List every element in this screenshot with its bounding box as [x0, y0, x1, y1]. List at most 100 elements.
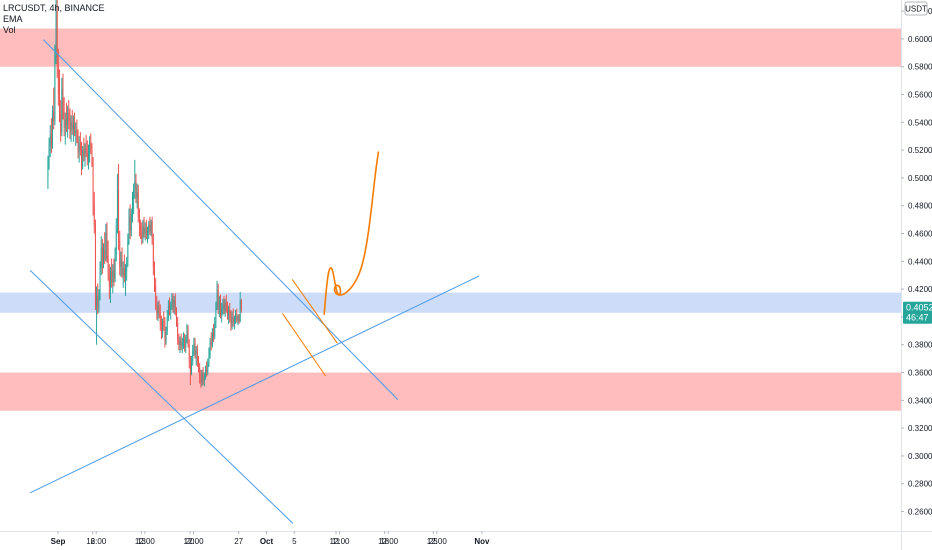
candle-body-54 [110, 272, 111, 287]
candle-body-69 [127, 240, 129, 262]
candle-body-26 [77, 140, 79, 152]
candle-body-133 [201, 373, 203, 383]
y-tick-label-7: 0.4800 [908, 202, 932, 211]
candle-body-22 [72, 125, 74, 130]
x-tick-label-15: 12:00 [427, 537, 448, 546]
symbol-title[interactable]: LRCUSDT, 4h, BINANCE [3, 3, 105, 13]
candle-body-82 [142, 226, 144, 240]
candle-body-40 [93, 202, 95, 227]
candles-layer [47, 0, 242, 388]
candle-body-88 [149, 225, 151, 231]
candle-body-163 [236, 315, 238, 320]
y-tick-label-10: 0.4200 [908, 285, 932, 294]
candle-body-137 [206, 369, 208, 373]
candle-body-132 [200, 378, 202, 383]
candle-body-65 [122, 268, 124, 276]
candle-body-76 [135, 180, 137, 198]
candle-body-16 [66, 119, 67, 126]
candle-body-146 [216, 289, 218, 306]
trendline-1 [29, 270, 294, 524]
candle-body-166 [239, 300, 241, 322]
channel-line-0 [291, 279, 338, 344]
candle-body-79 [138, 216, 140, 227]
bar-countdown: 46:47 [906, 313, 929, 323]
candle-body-45 [99, 268, 101, 295]
candle-body-119 [185, 337, 187, 348]
candle-body-8 [56, 11, 58, 67]
x-tick-label-8: Oct [260, 537, 274, 546]
candle-body-57 [113, 269, 115, 279]
candle-body-77 [136, 191, 138, 198]
candle-body-92 [154, 266, 155, 287]
candle-body-4 [52, 111, 53, 145]
candle-body-148 [218, 300, 220, 310]
chart-legend: LRCUSDT, 4h, BINANCE EMA Vol [3, 3, 105, 36]
current-price-value: 0.4052 [906, 303, 932, 313]
x-tick-label-16: Nov [474, 537, 490, 546]
candle-body-53 [108, 275, 110, 287]
candle-body-37 [90, 141, 92, 149]
x-tick-label-10: 11 [332, 537, 341, 546]
candle-body-103 [166, 316, 168, 331]
candle-body-59 [115, 226, 117, 255]
candle-body-18 [68, 112, 70, 121]
y-tick-label-3: 0.5600 [908, 91, 932, 100]
y-tick-label-6: 0.5000 [908, 174, 932, 183]
candle-body-62 [119, 240, 121, 267]
candle-body-93 [155, 286, 157, 306]
candle-body-149 [220, 300, 221, 315]
candle-body-89 [150, 222, 152, 231]
candle-body-7 [55, 11, 57, 56]
candle-body-158 [230, 318, 232, 326]
candle-body-147 [217, 289, 219, 310]
candle-body-56 [112, 269, 114, 283]
candle-body-138 [207, 362, 209, 373]
candle-body-87 [148, 225, 150, 233]
candle-body-150 [221, 308, 223, 315]
y-tick-label-5: 0.5200 [908, 146, 932, 155]
current-zone-1 [0, 292, 901, 313]
candle-body-134 [202, 373, 204, 381]
x-tick-label-2: 12:00 [86, 537, 107, 546]
volume-indicator-label[interactable]: Vol [3, 25, 16, 35]
candle-body-6 [54, 55, 56, 121]
y-tick-label-1: 0.6000 [908, 35, 932, 44]
candle-body-106 [170, 304, 172, 310]
candle-body-95 [157, 307, 159, 315]
candle-body-48 [103, 250, 104, 262]
y-tick-label-15: 0.3200 [908, 424, 932, 433]
candle-body-144 [214, 322, 216, 337]
candle-body-124 [191, 361, 192, 373]
candle-body-128 [195, 350, 197, 355]
candle-body-35 [88, 151, 89, 160]
x-tick-label-14: 25 [429, 537, 438, 546]
candle-body-86 [147, 232, 148, 235]
channel-line-1 [282, 313, 326, 377]
candle-body-84 [144, 227, 146, 234]
candle-body-27 [78, 143, 80, 152]
current-price-tag: 0.4052 46:47 [903, 301, 932, 324]
ema-indicator-label[interactable]: EMA [3, 14, 23, 24]
x-tick-label-7: 27 [234, 537, 243, 546]
candle-body-52 [107, 255, 109, 276]
candle-body-78 [137, 191, 139, 217]
candle-body-90 [151, 222, 153, 240]
candle-body-44 [98, 294, 100, 309]
candle-body-120 [186, 330, 188, 338]
y-tick-label-12: 0.3800 [908, 341, 932, 350]
y-tick-label-17: 0.2800 [908, 480, 932, 489]
currency-label: USDT [905, 5, 927, 14]
candle-body-127 [194, 344, 196, 355]
candle-body-121 [187, 330, 189, 345]
candle-body-167 [240, 300, 242, 310]
candle-body-41 [94, 226, 96, 306]
candle-body-31 [83, 150, 85, 158]
candle-body-99 [162, 321, 164, 334]
candle-body-157 [229, 309, 231, 319]
candle-body-23 [74, 125, 76, 134]
candle-body-109 [173, 300, 175, 309]
currency-button[interactable]: USDT [904, 1, 928, 16]
